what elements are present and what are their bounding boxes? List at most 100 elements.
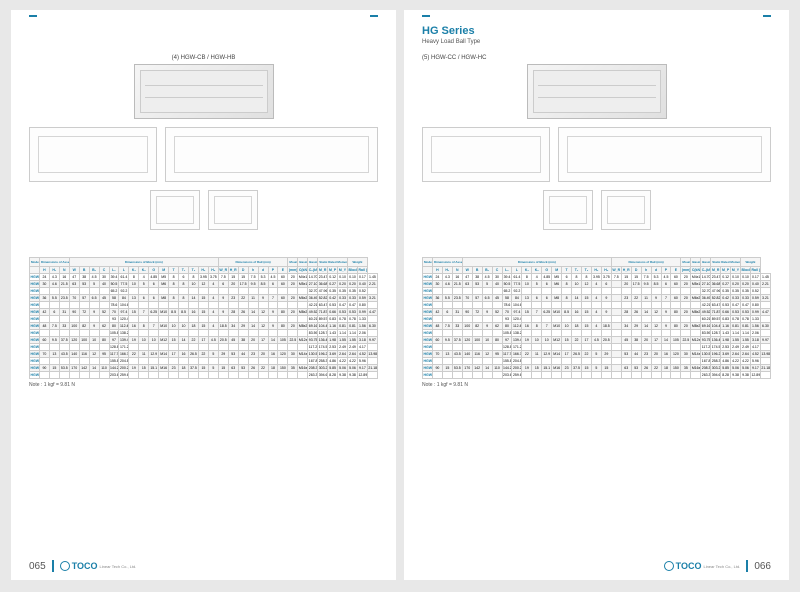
page-spread: (4) HGW-CB / HGW-HB Model No. Dimensions …	[11, 10, 789, 580]
table-header-group: Static Rated Moment	[318, 258, 348, 267]
table-header: C(kN)	[298, 267, 308, 274]
table-header: Block (kg)	[741, 267, 751, 274]
detail-view	[208, 190, 258, 230]
top-accent	[370, 15, 378, 17]
table-header: H₂	[591, 267, 601, 274]
table-header-group: Dimensions of Rail (mm)	[611, 258, 681, 267]
table-header: B	[472, 267, 482, 274]
table-header: T₂	[189, 267, 199, 274]
table-header: L₁	[109, 267, 119, 274]
page-footer: 065 TOCO Linear Tech Co., Ltd.	[29, 560, 378, 572]
left-page: (4) HGW-CB / HGW-HB Model No. Dimensions …	[11, 10, 396, 580]
table-header: H₃	[601, 267, 611, 274]
series-title: HG Series	[422, 25, 771, 37]
table-header: M	[159, 267, 169, 274]
table-header-group: Basic Dynamic Load Rating	[691, 258, 701, 267]
table-row: HGW55CB701343.51401161295117.7166.722111…	[30, 351, 378, 358]
table-header: M_R	[318, 267, 328, 274]
table-header: B	[79, 267, 89, 274]
table-note: Note : 1 kgf = 9.81 N	[29, 382, 378, 388]
table-header: M_P	[328, 267, 338, 274]
table-header: H₁	[49, 267, 59, 274]
table-header: C	[492, 267, 502, 274]
top-accent	[763, 15, 771, 17]
detail-view	[150, 190, 200, 230]
table-header: P	[268, 267, 278, 274]
isometric-view	[527, 64, 667, 119]
table-header-group: Weight	[741, 258, 761, 267]
table-header-group: Dimensions of Block (mm)	[462, 258, 611, 267]
table-header: H	[432, 267, 442, 274]
table-header: K₂	[139, 267, 149, 274]
spec-table-wrap: Model No.Dimensions of Assembly (mm)Dime…	[29, 257, 378, 379]
technical-drawings	[29, 64, 378, 249]
table-header: W_R	[611, 267, 621, 274]
logo: TOCO Linear Tech Co., Ltd.	[60, 561, 137, 571]
page-number: 066	[754, 561, 771, 572]
table-header: Rail (kg/m)	[750, 267, 760, 274]
logo-icon	[60, 561, 70, 571]
table-header	[423, 267, 433, 274]
table-header-group: Model No.	[30, 258, 40, 267]
table-header: D	[631, 267, 641, 274]
table-header: T	[562, 267, 572, 274]
table-header: L	[512, 267, 522, 274]
table-header: H_R	[621, 267, 631, 274]
spec-table-wrap: Model No.Dimensions of Assembly (mm)Dime…	[422, 257, 771, 379]
technical-drawings	[422, 64, 771, 249]
table-header: H₃	[208, 267, 218, 274]
side-view	[558, 127, 771, 182]
table-header	[30, 267, 40, 274]
table-header: (mm)	[681, 267, 691, 274]
table-header: T	[169, 267, 179, 274]
table-header: K₁	[129, 267, 139, 274]
table-row: HGW30HB93120.460.2189.570.830.780.781.33	[30, 316, 378, 323]
table-header: D	[238, 267, 248, 274]
table-row: HGW55CC701343.51401161295117.7166.722111…	[423, 351, 771, 358]
table-header-group: Dimensions of Assembly (mm)	[432, 258, 462, 267]
table-header-group: Mounting Bolt for Rail	[681, 258, 691, 267]
table-row: HGW35HB105.8138.283.59128.721.431.141.14…	[30, 330, 378, 337]
table-header: Rail (kg/m)	[357, 267, 367, 274]
table-header: d	[651, 267, 661, 274]
table-header: B₁	[482, 267, 492, 274]
divider	[52, 560, 54, 572]
table-row: HGW20CB304.621.5635354050.577.51056M6881…	[30, 281, 378, 288]
table-note: Note : 1 kgf = 9.81 N	[422, 382, 771, 388]
table-row: HGW55HB155.8204.8167.85258.334.864.224.2…	[30, 358, 378, 365]
table-row: HGW45CC609.537.5120100108097139.4191010M…	[423, 337, 771, 344]
table-header-group: Basic Static Load Rating	[701, 258, 711, 267]
table-row: HGW65HB203.6259.6263.34394.668.289.389.3…	[30, 372, 378, 379]
table-row: HGW25CC365.523.570576.54558841366M881415…	[423, 295, 771, 302]
table-row: HGW65CC901553.517014214110144.2200.21915…	[423, 365, 771, 372]
model-label: (5) HGW-CC / HGW-HC	[422, 55, 771, 61]
top-accent	[29, 15, 37, 17]
table-header: W	[462, 267, 472, 274]
table-header: M_P	[721, 267, 731, 274]
table-header: h	[248, 267, 258, 274]
table-header: T₂	[582, 267, 592, 274]
table-header: P	[661, 267, 671, 274]
detail-view	[543, 190, 593, 230]
table-header-group: Dimensions of Rail (mm)	[218, 258, 288, 267]
table-header: M_Y	[731, 267, 741, 274]
table-header-group: Basic Dynamic Load Rating	[298, 258, 308, 267]
table-header: Block (kg)	[348, 267, 358, 274]
table-header: G	[542, 267, 552, 274]
table-header: C₀(kN)	[308, 267, 318, 274]
table-header: T₁	[179, 267, 189, 274]
detail-view	[601, 190, 651, 230]
table-row: HGW30CB4263190729527097.41576.25M108.58.…	[30, 309, 378, 316]
table-header: H_R	[228, 267, 238, 274]
table-header: W_R	[218, 267, 228, 274]
table-header: N	[59, 267, 69, 274]
model-label: (4) HGW-CB / HGW-HB	[29, 55, 378, 61]
table-row: HGW30HC93120.460.2189.570.830.780.781.33	[423, 316, 771, 323]
table-header: L₁	[502, 267, 512, 274]
table-header-group: Basic Static Load Rating	[308, 258, 318, 267]
table-row: HGW55HC155.8204.8167.85258.334.864.224.2…	[423, 358, 771, 365]
table-header-group: Dimensions of Block (mm)	[69, 258, 218, 267]
table-header: M_Y	[338, 267, 348, 274]
divider	[746, 560, 748, 572]
logo: TOCO Linear Tech Co., Ltd.	[664, 561, 741, 571]
